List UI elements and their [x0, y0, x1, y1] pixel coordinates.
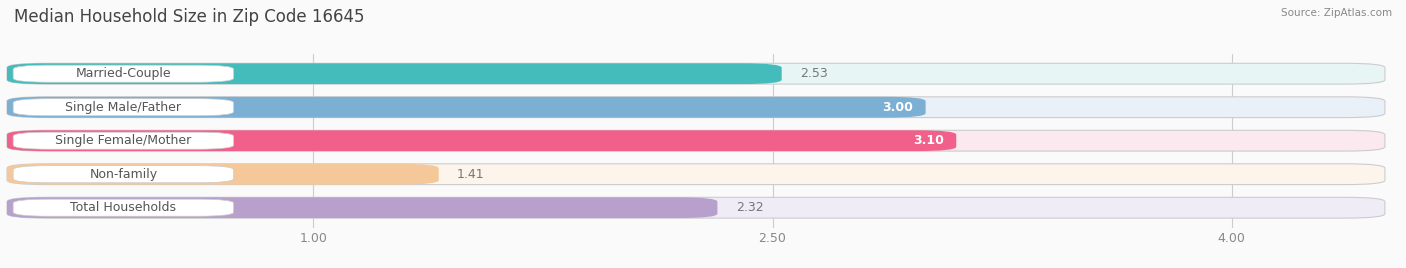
FancyBboxPatch shape [7, 130, 956, 151]
FancyBboxPatch shape [7, 164, 439, 185]
Text: Single Male/Father: Single Male/Father [66, 101, 181, 114]
Text: 3.00: 3.00 [883, 101, 914, 114]
Text: Married-Couple: Married-Couple [76, 67, 172, 80]
FancyBboxPatch shape [7, 97, 1385, 118]
FancyBboxPatch shape [13, 199, 233, 216]
Text: Single Female/Mother: Single Female/Mother [55, 134, 191, 147]
FancyBboxPatch shape [7, 197, 717, 218]
FancyBboxPatch shape [7, 130, 1385, 151]
FancyBboxPatch shape [13, 132, 233, 149]
Text: Non-family: Non-family [90, 168, 157, 181]
Text: Median Household Size in Zip Code 16645: Median Household Size in Zip Code 16645 [14, 8, 364, 26]
FancyBboxPatch shape [13, 166, 233, 183]
Text: 2.32: 2.32 [735, 201, 763, 214]
FancyBboxPatch shape [7, 63, 782, 84]
FancyBboxPatch shape [7, 197, 1385, 218]
FancyBboxPatch shape [7, 63, 1385, 84]
Text: Total Households: Total Households [70, 201, 176, 214]
Text: 3.10: 3.10 [912, 134, 943, 147]
FancyBboxPatch shape [7, 97, 925, 118]
FancyBboxPatch shape [7, 164, 1385, 185]
FancyBboxPatch shape [13, 65, 233, 82]
Text: 1.41: 1.41 [457, 168, 485, 181]
FancyBboxPatch shape [13, 99, 233, 116]
Text: Source: ZipAtlas.com: Source: ZipAtlas.com [1281, 8, 1392, 18]
Text: 2.53: 2.53 [800, 67, 828, 80]
